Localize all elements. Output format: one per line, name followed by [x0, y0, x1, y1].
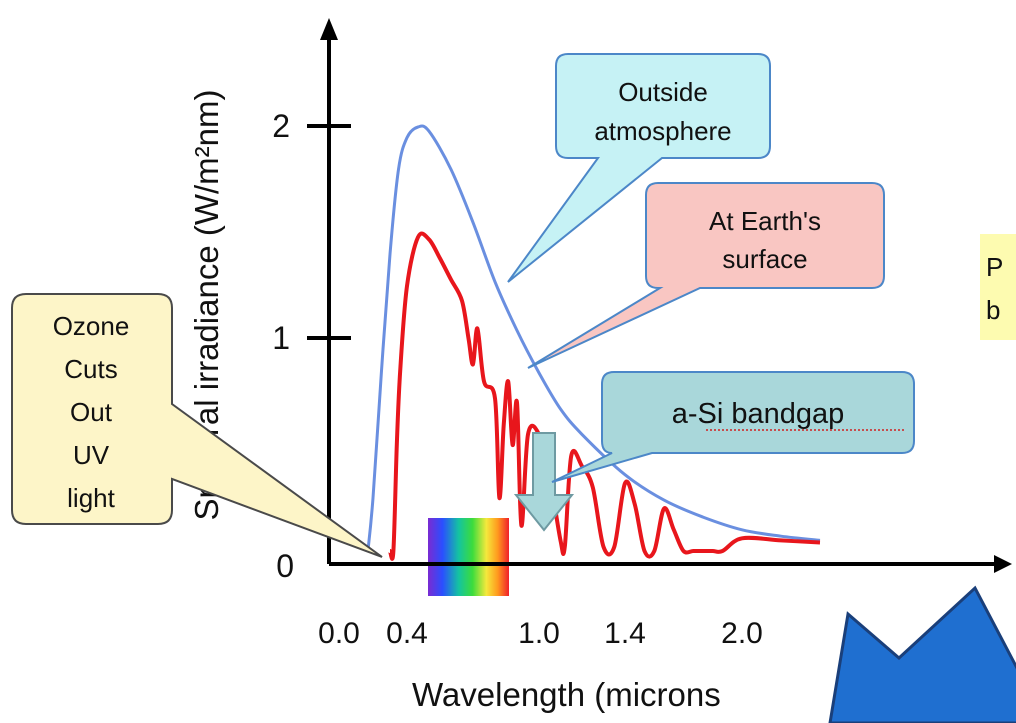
visible-spectrum-bar	[428, 518, 509, 596]
callout-text: UV	[73, 440, 110, 470]
bandgap-down-arrow	[513, 432, 575, 532]
x-axis-label: Wavelength (microns	[412, 676, 721, 713]
outside-atmosphere-callout	[507, 53, 771, 283]
x-tick-label: 1.4	[604, 617, 646, 650]
earth-surface-curve	[388, 231, 821, 561]
callout-text: Cuts	[64, 354, 117, 384]
clipped-note-text: P	[986, 252, 1003, 282]
callout-text: At Earth's	[709, 206, 821, 236]
callout-text: Out	[70, 397, 113, 427]
y-tick-label: 2	[272, 108, 290, 144]
callout-text: a-Si bandgap	[672, 398, 845, 430]
callout-text: surface	[722, 244, 807, 274]
clipped-note-text: b	[986, 295, 1000, 325]
y-axis-arrowhead	[320, 18, 338, 40]
y-tick-label: 0	[276, 548, 294, 584]
x-tick-label: 0.0	[318, 617, 360, 650]
bandgap-callout	[551, 371, 915, 483]
callout-text: light	[67, 483, 115, 513]
blue-arrow-shape	[828, 585, 1016, 723]
outside-atmosphere-curve	[366, 124, 821, 552]
x-axis-arrowhead	[994, 555, 1012, 573]
clipped-note-box	[980, 234, 1016, 340]
ozone-callout	[11, 293, 383, 558]
callout-text: Ozone	[53, 311, 130, 341]
callout-text: Outside	[618, 77, 708, 107]
y-tick-label: 1	[272, 320, 290, 356]
x-tick-label: 0.4	[386, 617, 428, 650]
x-tick-label: 2.0	[721, 617, 763, 650]
callout-text: atmosphere	[594, 116, 731, 146]
x-tick-label: 1.0	[518, 617, 560, 650]
earth-surface-callout	[527, 182, 885, 369]
